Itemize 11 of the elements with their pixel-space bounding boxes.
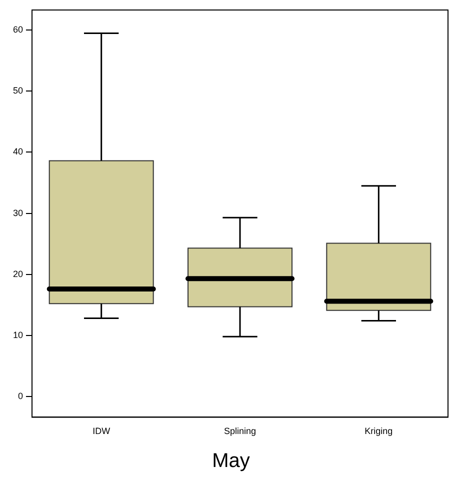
- y-tick-label: 50: [12, 86, 24, 96]
- x-axis-title: May: [211, 450, 251, 473]
- x-tick-label: IDW: [92, 426, 111, 436]
- x-tick-label: Kriging: [364, 426, 393, 436]
- y-tick-label: 40: [12, 146, 24, 157]
- y-tick-label: 0: [18, 390, 24, 401]
- y-tick-label: 10: [12, 330, 24, 340]
- y-tick-label: 20: [12, 268, 24, 279]
- y-tick-label: 60: [12, 24, 24, 35]
- y-tick-label: 30: [12, 208, 24, 218]
- x-tick-label: Splining: [224, 426, 256, 436]
